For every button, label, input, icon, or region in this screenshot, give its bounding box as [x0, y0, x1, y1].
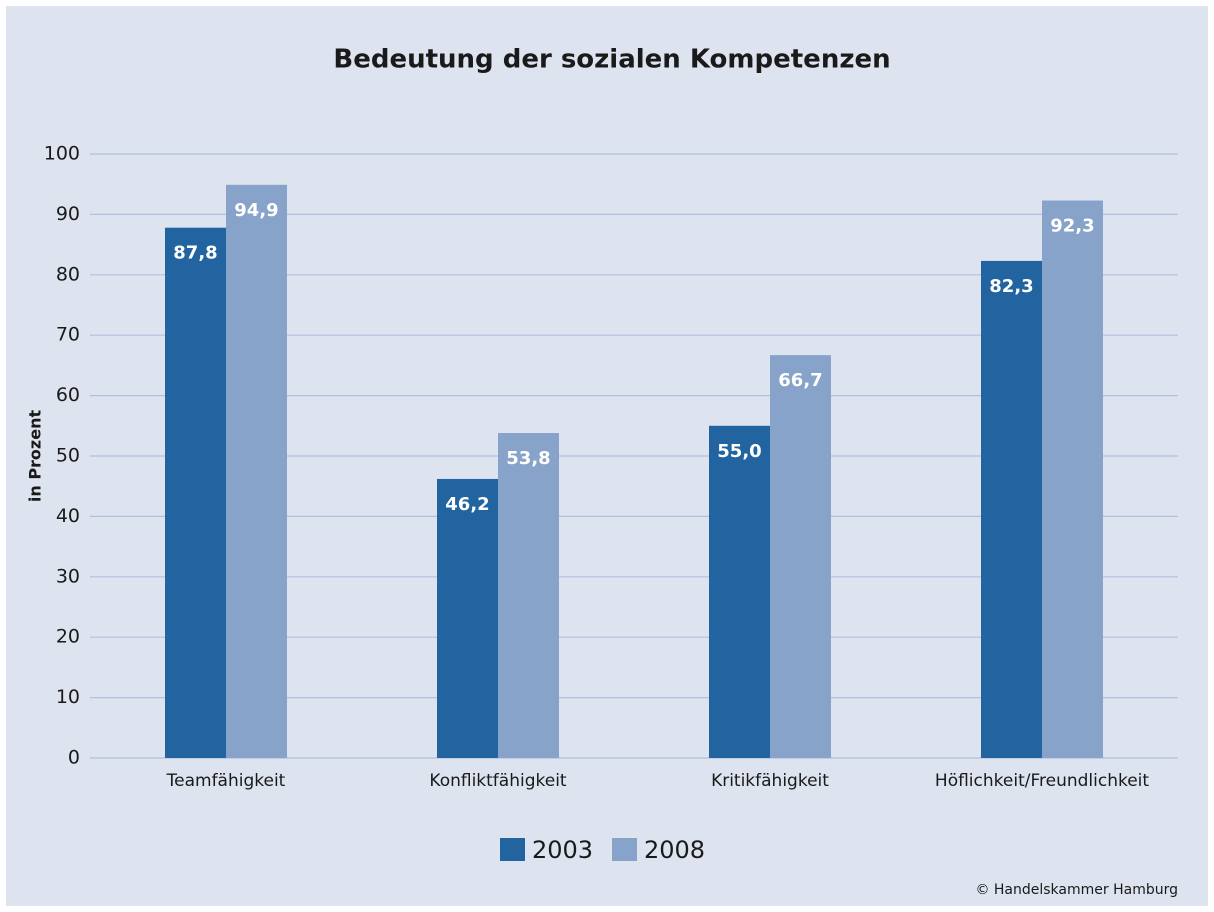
value-label: 66,7 [778, 370, 822, 391]
y-tick-label: 70 [56, 324, 80, 346]
y-tick-label: 0 [68, 747, 80, 769]
bar [437, 478, 498, 758]
bar [165, 227, 226, 759]
value-label: 87,8 [173, 243, 217, 264]
y-tick-label: 60 [56, 384, 80, 406]
legend-swatch [500, 838, 525, 861]
y-axis-label: in Prozent [26, 410, 45, 503]
bar [226, 184, 287, 758]
y-tick-label: 50 [56, 445, 80, 467]
chart-title: Bedeutung der sozialen Kompetenzen [333, 45, 890, 75]
value-label: 46,2 [445, 494, 489, 515]
x-tick-label: Konfliktfähigkeit [429, 771, 567, 791]
value-label: 94,9 [234, 200, 278, 221]
y-tick-label: 30 [56, 565, 80, 587]
y-tick-label: 90 [56, 203, 80, 225]
x-tick-label: Höflichkeit/Freundlichkeit [935, 771, 1149, 791]
value-label: 92,3 [1050, 216, 1094, 237]
source: © Handelskammer Hamburg [975, 882, 1178, 898]
y-tick-label: 10 [56, 686, 80, 708]
legend-label: 2003 [532, 836, 593, 864]
value-label: 53,8 [506, 448, 550, 469]
bar [770, 355, 831, 758]
bar [498, 433, 559, 758]
x-tick-label: Kritikfähigkeit [711, 771, 829, 791]
bar [981, 260, 1042, 758]
bar [709, 425, 770, 758]
x-tick-label: Teamfähigkeit [166, 771, 286, 791]
value-label: 55,0 [717, 441, 761, 462]
legend-swatch [612, 838, 637, 861]
value-label: 82,3 [989, 276, 1033, 297]
bar [1042, 200, 1103, 758]
y-tick-label: 20 [56, 626, 80, 648]
y-tick-label: 40 [56, 505, 80, 527]
y-tick-label: 100 [44, 143, 80, 165]
y-tick-label: 80 [56, 263, 80, 285]
legend-label: 2008 [644, 836, 705, 864]
